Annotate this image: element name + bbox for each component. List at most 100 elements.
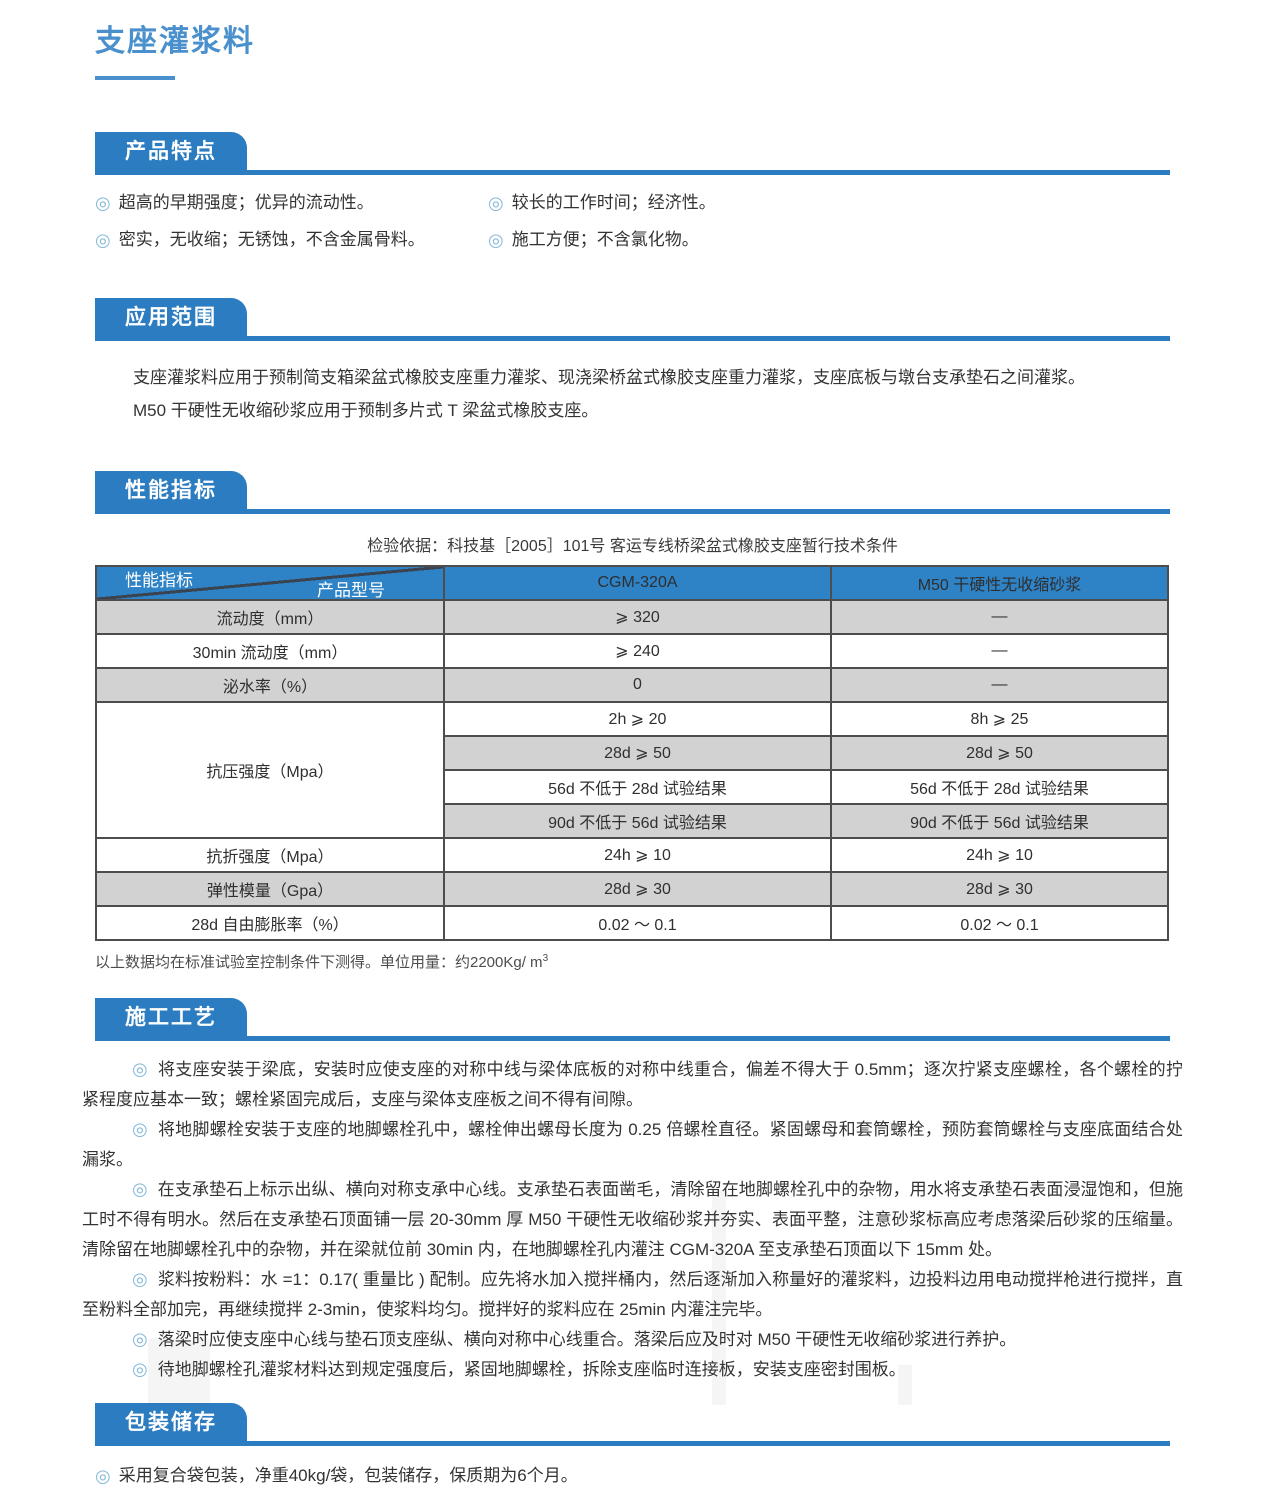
application-line: M50 干硬性无收缩砂浆应用于预制多片式 T 梁盆式橡胶支座。 <box>133 401 599 420</box>
step-text: 浆料按粉料：水 =1：0.17( 重量比 ) 配制。应先将水加入搅拌桶内，然后逐… <box>82 1270 1183 1319</box>
packaging-item: ◎ 采用复合袋包装，净重40kg/袋，包装储存，保质期为6个月。 <box>95 1464 1170 1488</box>
feature-item: ◎ 较长的工作时间；经济性。 <box>488 191 1170 215</box>
cell-value: 28d ⩾ 50 <box>830 735 1169 771</box>
bullseye-bullet-icon: ◎ <box>132 1059 148 1079</box>
table-footnote: 以上数据均在标准试验室控制条件下测得。单位用量：约2200Kg/ m3 <box>95 951 1170 972</box>
section-header-construction: 施工工艺 <box>95 998 1170 1041</box>
bullseye-bullet-icon: ◎ <box>95 1466 111 1486</box>
row-label: 28d 自由膨胀率（%） <box>95 905 445 941</box>
cell-value: — <box>830 599 1169 635</box>
bullseye-bullet-icon: ◎ <box>95 230 111 250</box>
test-basis-text: 检验依据：科技基［2005］101号 客运专线桥梁盆式橡胶支座暂行技术条件 <box>367 538 898 555</box>
section-tab-features: 产品特点 <box>95 132 247 170</box>
cell-value: 0 <box>443 667 832 703</box>
bullseye-bullet-icon: ◎ <box>488 193 504 213</box>
section-header-performance: 性能指标 <box>95 471 1170 514</box>
application-line: 支座灌浆料应用于预制简支箱梁盆式橡胶支座重力灌浆、现浇梁桥盆式橡胶支座重力灌浆，… <box>133 368 1085 387</box>
section-tab-performance: 性能指标 <box>95 471 247 509</box>
corner-label-performance-index: 性能指标 <box>125 571 193 590</box>
feature-item: ◎ 超高的早期强度；优异的流动性。 <box>95 191 488 215</box>
construction-steps: ◎ 将支座安装于梁底，安装时应使支座的对称中线与梁体底板的对称中线重合，偏差不得大… <box>82 1055 1183 1385</box>
feature-text: 超高的早期强度；优异的流动性。 <box>118 193 374 212</box>
section-header-application: 应用范围 <box>95 298 1170 341</box>
cell-value: ⩾ 240 <box>443 633 832 669</box>
feature-item: ◎ 施工方便；不含氯化物。 <box>488 228 1170 252</box>
row-label: 泌水率（%） <box>95 667 445 703</box>
cell-value: 56d 不低于 28d 试验结果 <box>443 769 832 805</box>
cell-value: 56d 不低于 28d 试验结果 <box>830 769 1169 805</box>
bullseye-bullet-icon: ◎ <box>132 1119 148 1139</box>
application-text: 支座灌浆料应用于预制简支箱梁盆式橡胶支座重力灌浆、现浇梁桥盆式橡胶支座重力灌浆，… <box>95 361 1170 427</box>
page-title: 支座灌浆料 <box>95 25 255 58</box>
cell-value: 2h ⩾ 20 <box>443 701 832 737</box>
construction-step: ◎ 浆料按粉料：水 =1：0.17( 重量比 ) 配制。应先将水加入搅拌桶内，然后… <box>82 1265 1183 1325</box>
cell-value: 28d ⩾ 30 <box>830 871 1169 907</box>
cell-value: 0.02 ～ 0.1 <box>443 905 832 941</box>
title-underline <box>95 76 175 80</box>
table-row: 30min 流动度（mm） ⩾ 240 — <box>95 633 1169 669</box>
feature-item: ◎ 密实，无收缩；无锈蚀，不含金属骨料。 <box>95 228 488 252</box>
cell-value: 24h ⩾ 10 <box>830 837 1169 873</box>
construction-step: ◎ 待地脚螺栓孔灌浆材料达到规定强度后，紧固地脚螺栓，拆除支座临时连接板，安装支座… <box>82 1355 1183 1385</box>
section-header-packaging: 包装储存 <box>95 1403 1170 1446</box>
construction-step: ◎ 落梁时应使支座中心线与垫石顶支座纵、横向对称中心线重合。落梁后应及时对 M50… <box>82 1325 1183 1355</box>
table-row: 抗压强度（Mpa） 2h ⩾ 20 8h ⩾ 25 <box>95 701 1169 839</box>
feature-text: 较长的工作时间；经济性。 <box>511 193 716 212</box>
bullseye-bullet-icon: ◎ <box>132 1359 148 1379</box>
cell-value: — <box>830 667 1169 703</box>
row-label: 流动度（mm） <box>95 599 445 635</box>
cell-value: 90d 不低于 56d 试验结果 <box>830 803 1169 839</box>
packaging-text: 采用复合袋包装，净重40kg/袋，包装储存，保质期为6个月。 <box>118 1466 578 1485</box>
footnote-superscript: 3 <box>542 953 549 964</box>
table-row: 90d 不低于 56d 试验结果 90d 不低于 56d 试验结果 <box>96 803 1169 839</box>
feature-text: 施工方便；不含氯化物。 <box>511 230 699 249</box>
step-text: 落梁时应使支座中心线与垫石顶支座纵、横向对称中心线重合。落梁后应及时对 M50 … <box>157 1330 1017 1349</box>
bullseye-bullet-icon: ◎ <box>132 1179 148 1199</box>
column-header-m50: M50 干硬性无收缩砂浆 <box>830 565 1169 601</box>
table-row: 28d ⩾ 50 28d ⩾ 50 <box>96 735 1169 771</box>
bullseye-bullet-icon: ◎ <box>132 1329 148 1349</box>
row-label: 抗压强度（Mpa） <box>95 701 445 839</box>
table-row: 泌水率（%） 0 — <box>95 667 1169 703</box>
cell-value: 28d ⩾ 50 <box>443 735 832 771</box>
table-row: 弹性模量（Gpa） 28d ⩾ 30 28d ⩾ 30 <box>95 871 1169 907</box>
background-artifact <box>148 1338 210 1405</box>
footnote-text: 以上数据均在标准试验室控制条件下测得。单位用量：约2200Kg/ m <box>95 954 543 971</box>
construction-step: ◎ 在支承垫石上标示出纵、横向对称支承中心线。支承垫石表面凿毛，清除留在地脚螺栓孔… <box>82 1175 1183 1265</box>
document-page: 支座灌浆料 产品特点 ◎ 超高的早期强度；优异的流动性。 ◎ 较长的工作时间；经… <box>82 0 1183 1488</box>
table-header-row: 产品型号 性能指标 CGM-320A M50 干硬性无收缩砂浆 <box>95 565 1169 601</box>
table-row: 流动度（mm） ⩾ 320 — <box>95 599 1169 635</box>
step-text: 待地脚螺栓孔灌浆材料达到规定强度后，紧固地脚螺栓，拆除支座临时连接板，安装支座密… <box>157 1360 906 1379</box>
step-text: 在支承垫石上标示出纵、横向对称支承中心线。支承垫石表面凿毛，清除留在地脚螺栓孔中… <box>82 1180 1183 1259</box>
row-label: 抗折强度（Mpa） <box>95 837 445 873</box>
section-tab-application: 应用范围 <box>95 298 247 336</box>
section-header-features: 产品特点 <box>95 132 1170 175</box>
corner-label-product-model: 产品型号 <box>317 581 385 600</box>
cell-value: 0.02 ～ 0.1 <box>830 905 1169 941</box>
step-text: 将支座安装于梁底，安装时应使支座的对称中线与梁体底板的对称中线重合，偏差不得大于… <box>82 1060 1183 1109</box>
cell-value: 8h ⩾ 25 <box>830 701 1169 737</box>
feature-text: 密实，无收缩；无锈蚀，不含金属骨料。 <box>118 230 425 249</box>
section-tab-packaging: 包装储存 <box>95 1403 247 1441</box>
performance-table: 产品型号 性能指标 CGM-320A M50 干硬性无收缩砂浆 流动度（mm） … <box>95 565 1169 941</box>
construction-step: ◎ 将地脚螺栓安装于支座的地脚螺栓孔中，螺栓伸出螺母长度为 0.25 倍螺栓直径。… <box>82 1115 1183 1175</box>
table-row: 28d 自由膨胀率（%） 0.02 ～ 0.1 0.02 ～ 0.1 <box>95 905 1169 941</box>
construction-step: ◎ 将支座安装于梁底，安装时应使支座的对称中线与梁体底板的对称中线重合，偏差不得大… <box>82 1055 1183 1115</box>
background-artifact <box>898 1365 912 1405</box>
section-tab-construction: 施工工艺 <box>95 998 247 1036</box>
bullseye-bullet-icon: ◎ <box>488 230 504 250</box>
cell-value: ⩾ 320 <box>443 599 832 635</box>
table-row: 56d 不低于 28d 试验结果 56d 不低于 28d 试验结果 <box>96 769 1169 805</box>
cell-value: 90d 不低于 56d 试验结果 <box>443 803 832 839</box>
row-label: 弹性模量（Gpa） <box>95 871 445 907</box>
row-label: 30min 流动度（mm） <box>95 633 445 669</box>
cell-value: 24h ⩾ 10 <box>443 837 832 873</box>
features-list: ◎ 超高的早期强度；优异的流动性。 ◎ 较长的工作时间；经济性。 ◎ 密实，无收… <box>95 191 1170 252</box>
cell-value: 28d ⩾ 30 <box>443 871 832 907</box>
table-row: 抗折强度（Mpa） 24h ⩾ 10 24h ⩾ 10 <box>95 837 1169 873</box>
column-header-cgm320a: CGM-320A <box>443 565 832 601</box>
background-artifact <box>712 1190 726 1405</box>
bullseye-bullet-icon: ◎ <box>132 1269 148 1289</box>
cell-value: — <box>830 633 1169 669</box>
diagonal-header-cell: 产品型号 性能指标 <box>95 565 445 601</box>
